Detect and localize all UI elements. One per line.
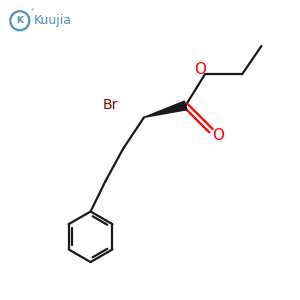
Text: °: °: [31, 10, 34, 16]
Text: Br: Br: [102, 98, 118, 112]
Text: O: O: [194, 62, 206, 77]
Text: Kuujia: Kuujia: [34, 14, 71, 27]
Polygon shape: [144, 101, 187, 117]
Text: O: O: [212, 128, 224, 142]
Text: K: K: [16, 16, 23, 25]
